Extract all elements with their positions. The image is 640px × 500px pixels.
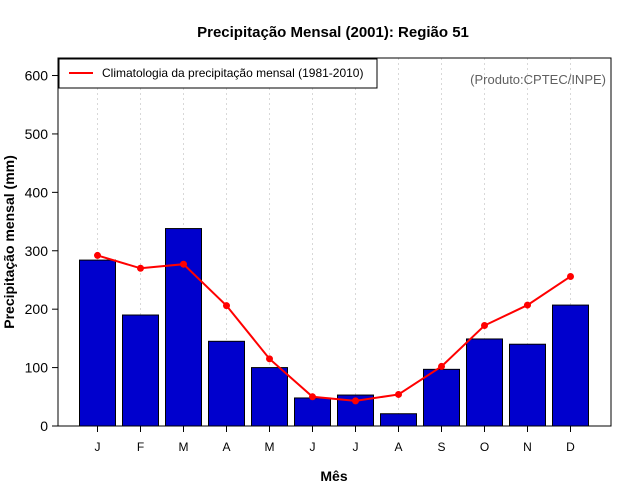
climatology-point-2 <box>180 260 187 268</box>
x-tick-label-5: J <box>310 440 316 454</box>
climatology-point-8 <box>438 362 445 370</box>
climatology-point-0 <box>94 251 101 259</box>
y-axis-label: Precipitação mensal (mm) <box>1 155 17 329</box>
y-tick-label-500: 500 <box>25 126 49 142</box>
climatology-point-5 <box>309 393 316 401</box>
x-tick-label-4: M <box>265 440 275 454</box>
y-tick-label-300: 300 <box>25 243 49 259</box>
climatology-point-9 <box>481 322 488 330</box>
climatology-point-1 <box>137 264 144 272</box>
x-tick-label-1: F <box>137 440 144 454</box>
bar-1 <box>122 314 159 427</box>
climatology-point-4 <box>266 355 273 363</box>
climatology-point-7 <box>395 390 402 398</box>
bar-0 <box>79 259 116 427</box>
y-tick-label-100: 100 <box>25 360 49 376</box>
legend: Climatologia da precipitação mensal (198… <box>58 58 378 89</box>
climatology-point-3 <box>223 302 230 310</box>
chart-title: Precipitação Mensal (2001): Região 51 <box>197 24 469 41</box>
bar-11 <box>552 304 589 427</box>
x-tick-label-3: A <box>222 440 230 454</box>
source-note: (Produto:CPTEC/INPE) <box>470 72 606 87</box>
climatology-line <box>97 254 572 402</box>
y-tick-label-200: 200 <box>25 301 49 317</box>
y-axis: 0 100 200 300 400 500 600 <box>25 68 58 434</box>
x-tick-label-6: J <box>353 440 359 454</box>
x-tick-label-11: D <box>566 440 575 454</box>
bar-3 <box>208 340 245 427</box>
x-tick-label-8: S <box>437 440 445 454</box>
legend-entry-climatology: Climatologia da precipitação mensal (198… <box>102 66 363 80</box>
x-tick-label-10: N <box>523 440 532 454</box>
climatology-point-6 <box>352 397 359 405</box>
bar-9 <box>466 338 503 427</box>
climatology-line-series <box>94 251 574 405</box>
plot-frame <box>57 57 612 427</box>
x-axis-label: Mês <box>320 468 347 484</box>
x-tick-label-7: A <box>394 440 402 454</box>
bar-8 <box>423 368 460 427</box>
y-tick-label-0: 0 <box>40 418 48 434</box>
x-tick-label-2: M <box>179 440 189 454</box>
legend-box <box>58 58 378 89</box>
bar-10 <box>509 343 546 427</box>
bar-4 <box>251 367 288 427</box>
y-tick-label-600: 600 <box>25 68 49 84</box>
x-tick-label-0: J <box>95 440 101 454</box>
y-tick-label-400: 400 <box>25 184 49 200</box>
bar-2 <box>165 228 202 427</box>
bar-5 <box>294 397 331 427</box>
climatology-point-11 <box>567 272 574 280</box>
bar-7 <box>380 413 417 427</box>
x-tick-label-9: O <box>480 440 489 454</box>
bar-series <box>79 228 589 427</box>
climatology-point-10 <box>524 301 531 309</box>
